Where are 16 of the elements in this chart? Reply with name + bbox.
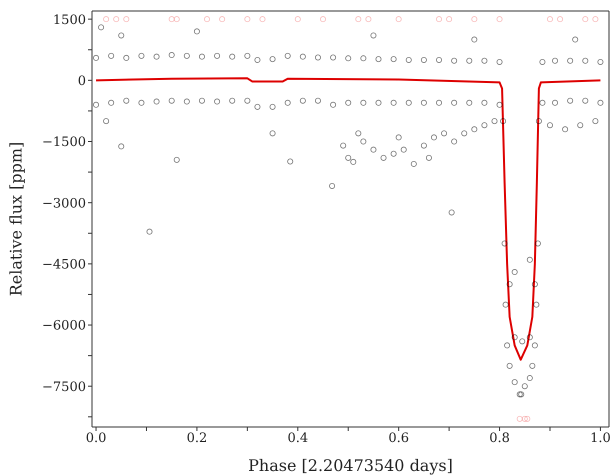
y-tick-label: −1500 [42,135,86,150]
y-tick-label: −6000 [42,318,86,334]
line-series [95,77,602,361]
y-tick-label: 1500 [52,12,86,28]
x-axis-title: Phase [2.20473540 days] [248,456,453,475]
y-tick-label: 0 [78,74,86,89]
y-tick-label: −4500 [42,257,86,272]
y-tick-label: −3000 [42,196,86,212]
x-tick-label: 0.4 [287,431,308,446]
x-tick-label: 1.0 [590,431,611,446]
y-tick-label: −7500 [42,380,86,395]
x-tick-label: 0.2 [186,431,208,446]
y-axis-title: Relative flux [ppm] [6,142,26,296]
x-tick-label: 0.0 [86,431,106,446]
x-tick-label: 0.6 [388,431,410,446]
x-tick-label: 0.8 [489,431,510,446]
